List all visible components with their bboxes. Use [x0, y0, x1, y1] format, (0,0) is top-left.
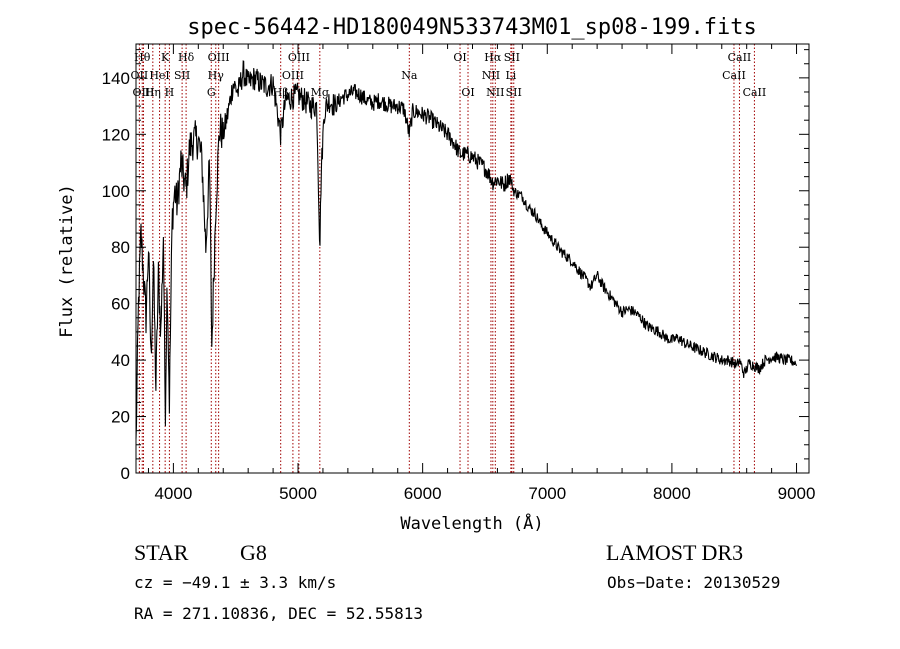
y-tick-label: 60	[111, 295, 130, 314]
line-marker-label: K	[161, 51, 170, 64]
line-marker-label: OIII	[132, 86, 154, 99]
ra-dec-coordinates: RA = 271.10836, DEC = 52.55813	[134, 604, 423, 623]
line-marker-label: Li	[505, 69, 516, 82]
y-tick-label: 100	[102, 182, 130, 201]
line-marker-label: Hη	[145, 86, 161, 99]
line-marker-label: Hθ	[134, 51, 151, 64]
line-marker-label: Hδ	[178, 51, 195, 64]
line-marker-label: NII	[482, 69, 500, 82]
line-marker-label: G	[207, 86, 216, 99]
line-marker-label: Hβ	[273, 86, 289, 99]
line-marker-label: SII	[174, 69, 190, 82]
line-marker-label: OIII	[282, 69, 304, 82]
line-markers	[138, 44, 755, 473]
observation-date: Obs−Date: 20130529	[607, 573, 780, 592]
spectrum-line	[135, 60, 798, 439]
x-axis-title: Wavelength (Å)	[400, 512, 543, 534]
y-tick-label: 120	[102, 125, 130, 144]
line-marker-labels: Hθ OII OIII K HeI Hη Hδ SII H OIII Hγ G OIII OIII Hβ Mg…	[131, 51, 767, 99]
line-marker-label: SII	[506, 86, 522, 99]
x-tick-label: 4000	[154, 484, 192, 503]
y-tick-label: 80	[111, 238, 130, 257]
plot-frame	[135, 43, 810, 474]
line-marker-label: OIII	[208, 51, 230, 64]
y-axis-ticks: 0 20 40 60 80 100 120 140	[102, 49, 809, 483]
x-tick-label: 7000	[528, 484, 566, 503]
x-tick-label: 5000	[279, 484, 317, 503]
y-tick-label: 0	[121, 464, 130, 483]
redshift-velocity: cz = −49.1 ± 3.3 km/s	[134, 573, 336, 592]
survey-name: LAMOST DR3	[606, 540, 743, 565]
line-marker-label: Hγ	[208, 69, 225, 82]
y-axis-title: Flux (relative)	[57, 184, 77, 338]
line-marker-label: HeI	[149, 69, 169, 82]
chart-title: spec-56442-HD180049N533743M01_sp08-199.f…	[187, 15, 757, 40]
line-marker-label: CaII	[722, 69, 746, 82]
x-tick-label: 6000	[404, 484, 442, 503]
line-marker-label: OIII	[288, 51, 310, 64]
line-marker-label: SII	[504, 51, 520, 64]
object-class: STAR	[134, 540, 189, 565]
y-tick-label: 20	[111, 408, 130, 427]
x-axis-ticks: 4000 5000 6000 7000 8000 9000	[147, 44, 816, 503]
line-marker-label: H	[165, 86, 175, 99]
line-marker-label: OII	[131, 69, 149, 82]
line-marker-label: Na	[401, 69, 418, 82]
line-marker-label: CaII	[743, 86, 767, 99]
line-marker-label: Mg	[311, 86, 329, 99]
x-tick-label: 9000	[778, 484, 816, 503]
y-tick-label: 140	[102, 69, 130, 88]
object-subclass: G8	[240, 540, 267, 565]
line-marker-label: CaII	[728, 51, 752, 64]
line-marker-label: OI	[453, 51, 466, 64]
line-marker-label: NII	[486, 86, 504, 99]
line-marker-label: OI	[461, 86, 474, 99]
x-tick-label: 8000	[653, 484, 691, 503]
line-marker-label: Hα	[484, 51, 502, 64]
y-tick-label: 40	[111, 351, 130, 370]
